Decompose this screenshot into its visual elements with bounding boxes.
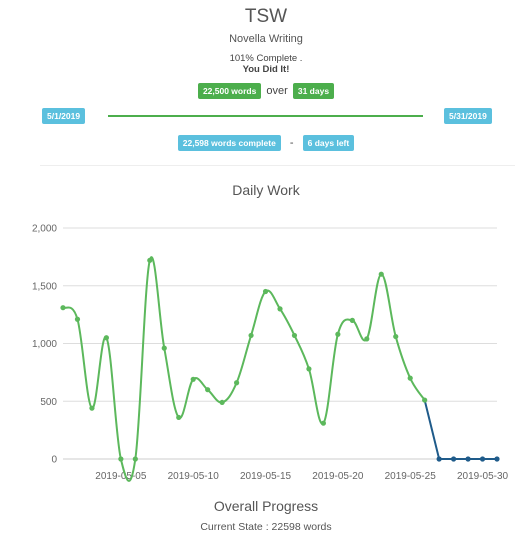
daily-work-chart: 0 500 1,000 1,500 2,000 2019-05-05 2019-05-10 2…	[32, 224, 509, 483]
actual-data-point	[161, 345, 167, 351]
y-tick-label: 1,500	[32, 281, 57, 292]
actual-data-point	[103, 335, 109, 341]
actual-data-point	[118, 456, 124, 462]
section-divider	[40, 165, 515, 166]
x-tick-label: 2019-05-25	[385, 471, 437, 482]
future-data-point	[451, 456, 457, 462]
actual-data-point	[205, 387, 211, 393]
chart-title: Daily Work	[232, 182, 300, 198]
status-row: 22,598 words complete - 6 days left	[0, 135, 532, 151]
current-state: Current State : 22598 words	[200, 521, 332, 533]
actual-data-point	[234, 380, 240, 386]
x-tick-label: 2019-05-30	[457, 471, 509, 482]
actual-data-point	[393, 333, 399, 340]
date-progress-line	[108, 115, 423, 117]
congrats-text: You Did It!	[242, 64, 290, 75]
completion-status: 101% Complete . You Did It!	[0, 53, 532, 75]
actual-data-point	[407, 375, 413, 381]
y-tick-label: 1,000	[32, 339, 57, 350]
actual-words-line	[62, 256, 426, 482]
future-data-point	[479, 456, 486, 462]
goal-row: 22,500 words over 31 days	[0, 83, 532, 99]
actual-data-point	[422, 397, 428, 403]
future-data-point	[465, 456, 471, 462]
x-tick-label: 2019-05-10	[168, 471, 220, 482]
actual-data-point	[262, 288, 269, 295]
over-text: over	[266, 85, 288, 97]
actual-data-point	[132, 456, 138, 462]
future-words-line	[423, 399, 497, 460]
actual-data-point	[335, 331, 341, 337]
future-data-point	[494, 456, 500, 462]
x-tick-label: 2019-05-05	[95, 471, 147, 482]
actual-data-point	[60, 305, 66, 311]
actual-data-point	[89, 405, 95, 411]
actual-data-point	[190, 376, 196, 382]
goal-days-badge: 31 days	[292, 83, 335, 99]
actual-data-point	[320, 420, 326, 426]
actual-data-point	[378, 271, 384, 277]
start-date-badge: 5/1/2019	[42, 108, 86, 124]
actual-data-point	[74, 316, 81, 322]
actual-data-point	[364, 336, 370, 342]
actual-data-point	[147, 257, 153, 263]
project-subtitle: Novella Writing	[229, 33, 303, 45]
x-tick-label: 2019-05-20	[312, 471, 364, 482]
actual-data-point	[306, 366, 312, 372]
actual-data-point	[248, 332, 254, 339]
status-separator: -	[289, 137, 294, 149]
actual-data-point	[277, 306, 283, 312]
percent-complete: 101% Complete .	[229, 53, 303, 64]
actual-data-point	[291, 332, 298, 339]
end-date-badge: 5/31/2019	[444, 108, 492, 124]
x-tick-label: 2019-05-15	[240, 471, 292, 482]
goal-words-badge: 22,500 words	[197, 83, 262, 99]
actual-data-point	[219, 399, 225, 406]
actual-data-point	[176, 414, 182, 421]
words-complete-badge: 22,598 words complete	[177, 135, 281, 151]
actual-data-point	[349, 317, 355, 323]
future-data-point	[436, 456, 442, 462]
days-left-badge: 6 days left	[302, 135, 355, 151]
y-tick-label: 500	[40, 397, 57, 408]
overall-progress-title: Overall Progress	[213, 498, 319, 514]
y-tick-label: 0	[51, 455, 57, 466]
y-tick-label: 2,000	[32, 224, 57, 235]
project-title: TSW	[244, 6, 288, 27]
